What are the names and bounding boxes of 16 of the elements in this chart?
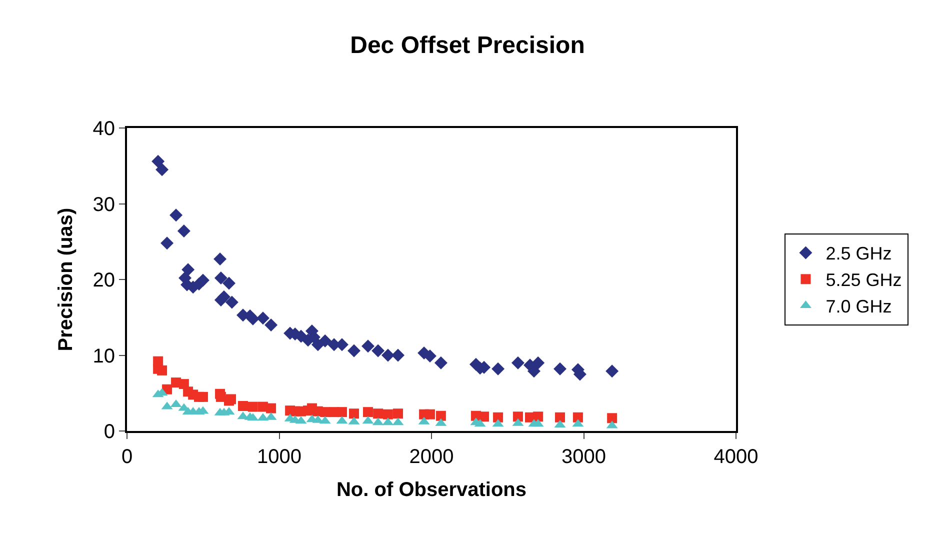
- legend-label: 2.5 GHz: [826, 244, 892, 264]
- y-tick-label: 30: [92, 194, 115, 216]
- y-tick-label: 10: [92, 345, 115, 368]
- x-tick-label: 4000: [714, 446, 758, 468]
- legend-label: 5.25 GHz: [826, 270, 902, 290]
- x-tick-label: 2000: [409, 446, 454, 468]
- y-axis-title: Precision (uas): [54, 208, 77, 352]
- x-tick-label: 0: [121, 446, 133, 468]
- x-tick-label: 3000: [562, 446, 606, 468]
- legend-label: 7.0 GHz: [826, 296, 892, 317]
- y-tick-label: 0: [104, 421, 115, 443]
- y-tick-label: 40: [92, 118, 115, 140]
- x-axis-title: No. of Observations: [336, 479, 527, 501]
- chart-title: Dec Offset Precision: [350, 32, 585, 59]
- x-tick-label: 1000: [257, 446, 302, 468]
- y-tick-label: 20: [92, 270, 115, 292]
